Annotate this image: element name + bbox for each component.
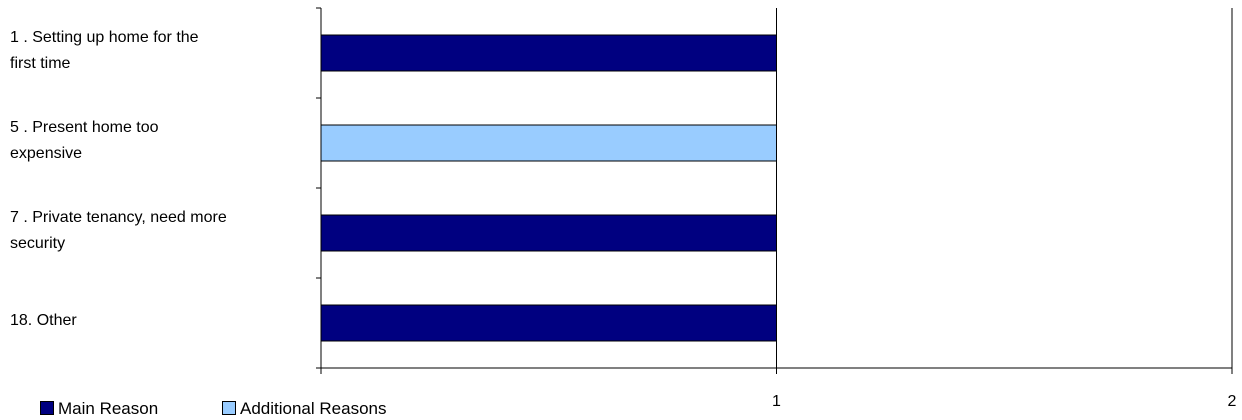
- bar-main-1: [320, 34, 777, 72]
- x-tick-label-2: 2: [1228, 393, 1237, 410]
- x-tick-label-1: 1: [772, 393, 781, 410]
- legend-swatch-additional: [222, 401, 236, 415]
- legend-label-main: Main Reason: [58, 399, 159, 418]
- legend-label-additional: Additional Reasons: [240, 399, 387, 418]
- category-label-3: 7 . Private tenancy, need more security: [10, 209, 227, 252]
- category-label-2: 5 . Present home too expensive: [10, 119, 159, 162]
- bar-main-4: [320, 304, 777, 342]
- gridlines: [776, 8, 1233, 368]
- legend-item-additional: Additional Reasons: [222, 399, 386, 419]
- bar-additional-2: [320, 124, 777, 162]
- category-label-1: 1 . Setting up home for the first time: [10, 29, 199, 72]
- legend-swatch-main: [40, 401, 54, 415]
- category-label-4: 18. Other: [10, 312, 77, 329]
- axes: [316, 7, 1233, 374]
- bar-main-3: [320, 214, 777, 252]
- legend-item-main: Main Reason: [40, 399, 158, 419]
- bars: [320, 34, 777, 342]
